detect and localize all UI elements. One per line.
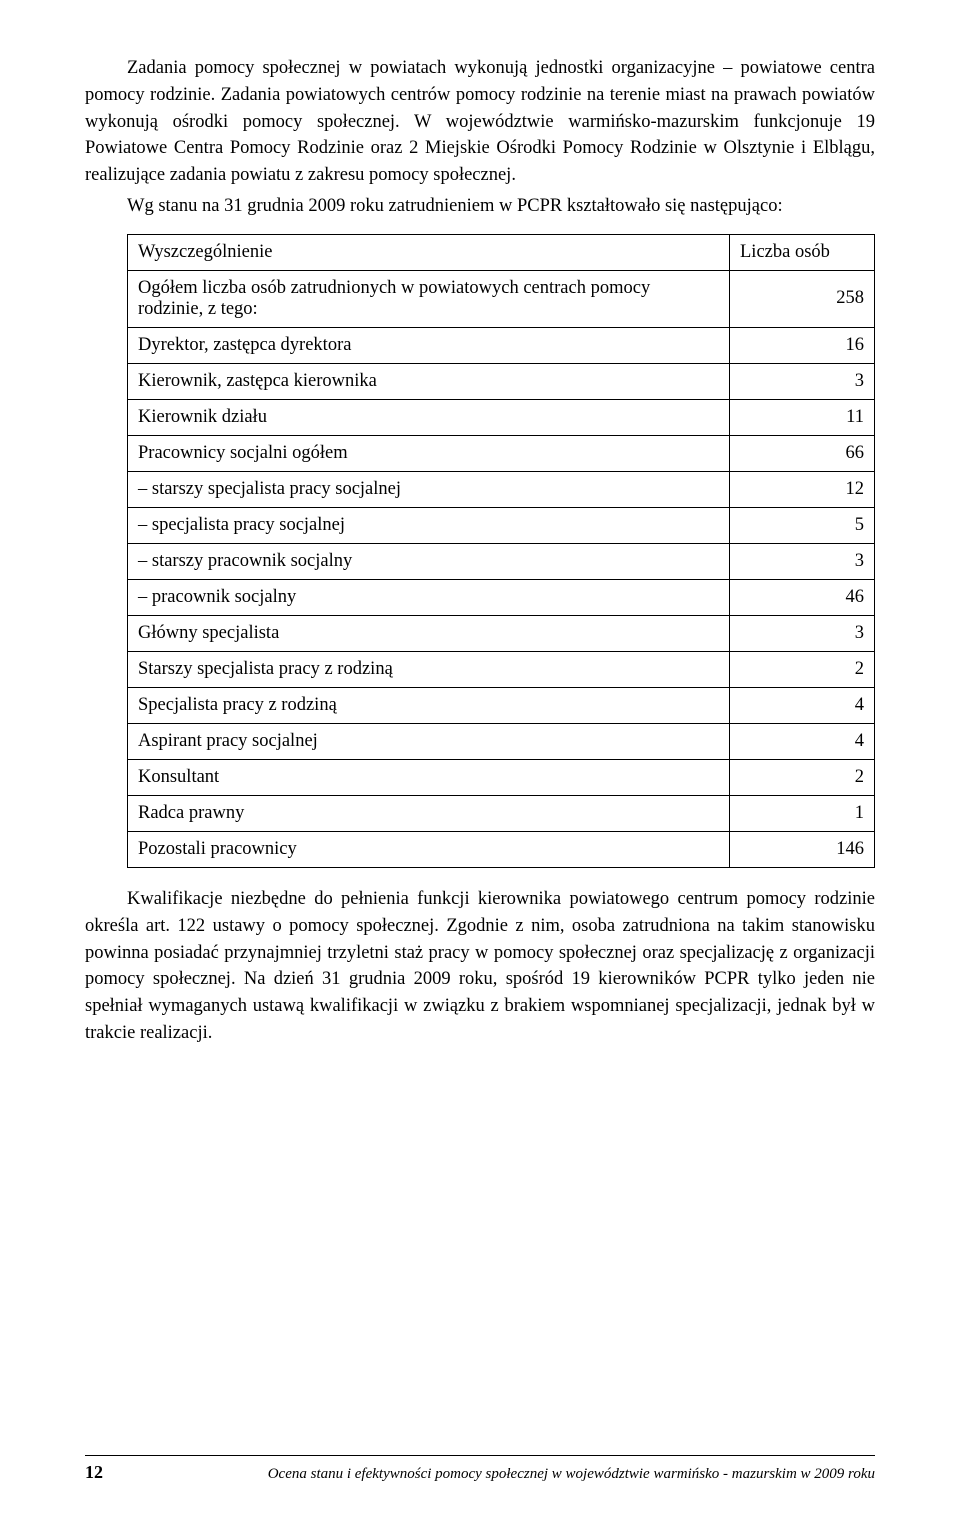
- table-row: Starszy specjalista pracy z rodziną 2: [128, 651, 875, 687]
- table-cell-label: Pozostali pracownicy: [128, 831, 730, 867]
- table-cell-value: 46: [730, 579, 875, 615]
- table-cell-value: 66: [730, 435, 875, 471]
- table-row: Ogółem liczba osób zatrudnionych w powia…: [128, 270, 875, 327]
- page-number: 12: [85, 1462, 103, 1483]
- table-row: Pozostali pracownicy 146: [128, 831, 875, 867]
- table-row: Radca prawny 1: [128, 795, 875, 831]
- table-row: Główny specjalista 3: [128, 615, 875, 651]
- table-row: Aspirant pracy socjalnej 4: [128, 723, 875, 759]
- table-cell-value: 4: [730, 723, 875, 759]
- table-row: – specjalista pracy socjalnej 5: [128, 507, 875, 543]
- page-footer: 12 Ocena stanu i efektywności pomocy spo…: [85, 1455, 875, 1483]
- table-row: Specjalista pracy z rodziną 4: [128, 687, 875, 723]
- table-cell-value: 5: [730, 507, 875, 543]
- employment-table-container: Wyszczególnienie Liczba osób Ogółem licz…: [127, 234, 875, 868]
- table-cell-value: 3: [730, 363, 875, 399]
- table-header-col1: Wyszczególnienie: [128, 234, 730, 270]
- table-row: – starszy specjalista pracy socjalnej 12: [128, 471, 875, 507]
- table-cell-label: – specjalista pracy socjalnej: [128, 507, 730, 543]
- body-paragraph-3: Kwalifikacje niezbędne do pełnienia funk…: [85, 886, 875, 1047]
- table-cell-label: Starszy specjalista pracy z rodziną: [128, 651, 730, 687]
- table-row: Kierownik działu 11: [128, 399, 875, 435]
- table-row: – starszy pracownik socjalny 3: [128, 543, 875, 579]
- table-cell-value: 16: [730, 327, 875, 363]
- table-cell-label: Specjalista pracy z rodziną: [128, 687, 730, 723]
- table-cell-label: Ogółem liczba osób zatrudnionych w powia…: [128, 270, 730, 327]
- table-row: Kierownik, zastępca kierownika 3: [128, 363, 875, 399]
- table-cell-label: – starszy pracownik socjalny: [128, 543, 730, 579]
- table-row: Pracownicy socjalni ogółem 66: [128, 435, 875, 471]
- table-cell-label: Pracownicy socjalni ogółem: [128, 435, 730, 471]
- table-cell-label: Aspirant pracy socjalnej: [128, 723, 730, 759]
- table-cell-label: – pracownik socjalny: [128, 579, 730, 615]
- footer-title: Ocena stanu i efektywności pomocy społec…: [268, 1466, 875, 1483]
- table-cell-value: 3: [730, 543, 875, 579]
- table-cell-label: Dyrektor, zastępca dyrektora: [128, 327, 730, 363]
- table-cell-value: 1: [730, 795, 875, 831]
- table-row: – pracownik socjalny 46: [128, 579, 875, 615]
- table-row: Dyrektor, zastępca dyrektora 16: [128, 327, 875, 363]
- table-header-row: Wyszczególnienie Liczba osób: [128, 234, 875, 270]
- employment-table: Wyszczególnienie Liczba osób Ogółem licz…: [127, 234, 875, 868]
- table-cell-label: Kierownik, zastępca kierownika: [128, 363, 730, 399]
- table-header-col2: Liczba osób: [730, 234, 875, 270]
- footer-row: 12 Ocena stanu i efektywności pomocy spo…: [85, 1462, 875, 1483]
- footer-divider: [85, 1455, 875, 1456]
- table-row: Konsultant 2: [128, 759, 875, 795]
- table-cell-value: 12: [730, 471, 875, 507]
- body-paragraph-2: Wg stanu na 31 grudnia 2009 roku zatrudn…: [85, 193, 875, 220]
- body-paragraph-1: Zadania pomocy społecznej w powiatach wy…: [85, 55, 875, 189]
- table-cell-label: Kierownik działu: [128, 399, 730, 435]
- table-cell-label: Główny specjalista: [128, 615, 730, 651]
- table-cell-value: 2: [730, 651, 875, 687]
- table-cell-value: 258: [730, 270, 875, 327]
- table-cell-value: 2: [730, 759, 875, 795]
- table-cell-value: 146: [730, 831, 875, 867]
- table-cell-value: 3: [730, 615, 875, 651]
- table-cell-label: Konsultant: [128, 759, 730, 795]
- table-cell-label: – starszy specjalista pracy socjalnej: [128, 471, 730, 507]
- table-cell-value: 11: [730, 399, 875, 435]
- table-cell-value: 4: [730, 687, 875, 723]
- table-cell-label: Radca prawny: [128, 795, 730, 831]
